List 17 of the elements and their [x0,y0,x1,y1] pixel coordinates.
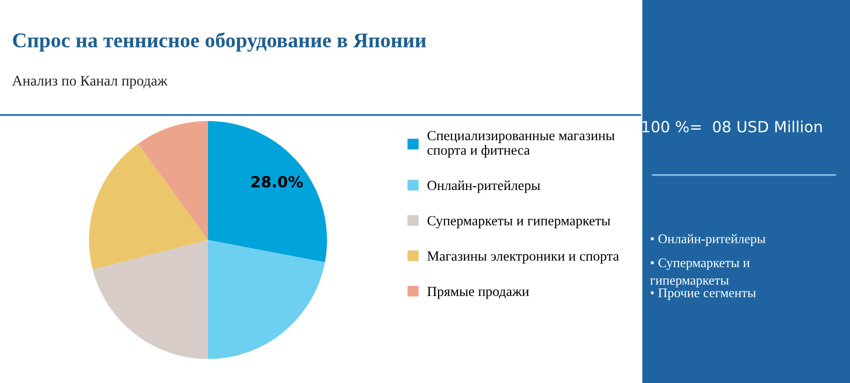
text: 100 %= 08 USD Million [642,120,822,132]
pie-slice [89,144,208,270]
pie-slice [92,240,208,359]
pie-slice [208,240,325,359]
legend-label: Специализированные магазины спорта и фитнеса [427,130,615,158]
legend-label: Прямые продажи [427,286,529,299]
text: • Супермаркеты и гипермаркеты [650,258,750,288]
text: • Прочие сегменты [650,288,756,300]
data-label: 28.0% [251,176,303,188]
chart-title: Спрос на теннисное оборудование в Японии [13,32,426,52]
chart-subtitle: Анализ по Канал продаж [12,76,168,89]
text: • Онлайн-ритейлеры [650,234,766,246]
legend-label: Онлайн-ритейлеры [428,180,540,193]
pie-slice [208,121,327,262]
legend-label: Магазины электроники и спорта [427,252,619,264]
pie-slice [138,121,208,240]
legend-label: Супермаркеты и гипермаркеты [428,216,610,228]
